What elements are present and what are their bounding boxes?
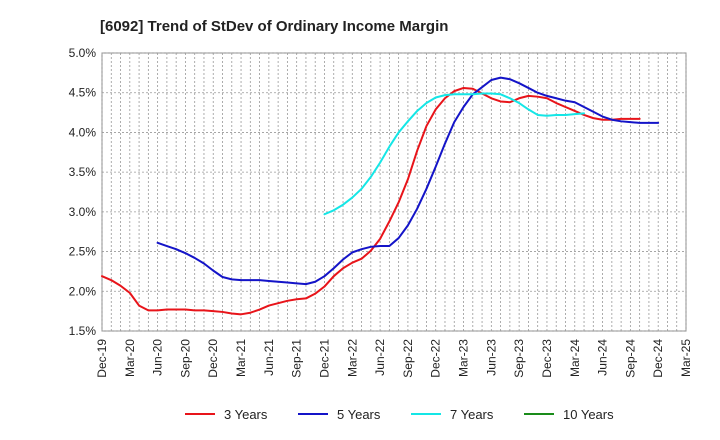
x-tick-label: Sep-21 (290, 339, 304, 378)
plot-area (101, 52, 687, 332)
x-tick-label: Jun-21 (262, 339, 276, 376)
x-tick-label: Dec-21 (317, 339, 331, 378)
x-axis-tick-labels: Dec-19 Mar-20 Jun-20 Sep-20 Dec-20 Mar-21 Jun-… (95, 339, 693, 378)
series-line-3-years (101, 86, 641, 316)
x-tick-label: Dec-22 (429, 339, 443, 378)
x-tick-label: Mar-24 (568, 339, 582, 377)
x-tick-label: Dec-19 (95, 339, 109, 378)
x-tick-label: Jun-22 (373, 339, 387, 376)
legend-label: 10 Years (563, 407, 614, 422)
series-line-5-years (156, 76, 660, 286)
y-tick-label: 2.0% (69, 284, 97, 298)
legend-label: 5 Years (337, 407, 381, 422)
chart-title: [6092] Trend of StDev of Ordinary Income… (100, 18, 448, 35)
y-tick-label: 2.5% (69, 245, 97, 259)
x-tick-label: Jun-20 (151, 339, 165, 376)
x-tick-label: Jun-23 (484, 339, 498, 376)
y-tick-label: 4.5% (69, 86, 97, 100)
x-tick-label: Mar-23 (457, 339, 471, 377)
x-tick-label: Sep-20 (178, 339, 192, 378)
x-tick-label: Sep-23 (512, 339, 526, 378)
series-line-7-years (323, 92, 586, 216)
x-tick-label: Mar-21 (234, 339, 248, 377)
legend-label: 3 Years (224, 407, 268, 422)
y-tick-label: 1.5% (69, 324, 97, 338)
x-tick-label: Dec-23 (540, 339, 554, 378)
y-axis-tick-labels: 1.5% 2.0% 2.5% 3.0% 3.5% 4.0% 4.5% 5.0% (69, 46, 97, 338)
x-tick-label: Mar-25 (679, 339, 693, 377)
x-tick-label: Dec-24 (651, 339, 665, 378)
series-lines (101, 76, 660, 316)
y-tick-label: 5.0% (69, 46, 97, 60)
y-tick-label: 4.0% (69, 125, 97, 139)
x-tick-label: Sep-22 (401, 339, 415, 378)
x-tick-label: Mar-20 (123, 339, 137, 377)
y-tick-label: 3.0% (69, 205, 97, 219)
legend: 3 Years 5 Years 7 Years 10 Years (185, 407, 614, 422)
x-tick-label: Jun-24 (596, 339, 610, 376)
x-tick-label: Sep-24 (623, 339, 637, 378)
y-tick-label: 3.5% (69, 165, 97, 179)
x-tick-label: Dec-20 (206, 339, 220, 378)
legend-label: 7 Years (450, 407, 494, 422)
x-tick-label: Mar-22 (345, 339, 359, 377)
